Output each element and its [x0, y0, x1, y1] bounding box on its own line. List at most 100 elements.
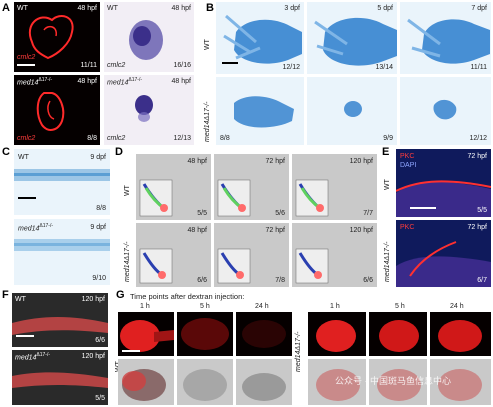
b-t2-stage: 5 dpf	[377, 5, 393, 12]
b-row-label-wt: WT	[204, 39, 211, 50]
e-row-label-wt: WT	[384, 179, 391, 190]
a-tr-genotype: WT	[107, 5, 118, 12]
e-top-stage: 72 hpf	[467, 153, 487, 160]
b-t3-count: 11/11	[470, 64, 487, 71]
dextran-fluor-mutant-image	[316, 320, 356, 352]
ear-inset-mutant-image-3	[295, 248, 329, 284]
panel-b-wt-7dpf: 7 dpf 11/11	[400, 2, 491, 74]
g-wt-time-3: 24 h	[255, 303, 269, 310]
b-t2-count: 13/14	[375, 64, 393, 71]
dextran-fluor-mutant-image-3	[438, 320, 482, 352]
e-bottom-marker: PKC	[400, 224, 415, 231]
d-row-label-mutant: med14Δ17-/-	[124, 241, 131, 283]
panel-b-mutant-7dpf: 12/12	[400, 77, 491, 145]
cartilage-stain-image	[223, 14, 302, 64]
g-wt-24h-fluor	[236, 312, 292, 356]
vascular-fluorescence-mutant-image	[12, 372, 108, 388]
heart-insitu-image	[129, 20, 163, 60]
dextran-bright-image-3	[242, 373, 286, 401]
g-mut-5h-bright	[369, 359, 427, 405]
panel-letter-b: B	[206, 2, 214, 14]
a-br-stage: 48 hpf	[171, 78, 191, 85]
c-scale-bar	[18, 197, 36, 199]
e-bottom-stage: 72 hpf	[467, 224, 487, 231]
panel-letter-c: C	[2, 146, 10, 158]
a-br-count: 12/13	[173, 135, 191, 142]
e-top-stain: DAPI	[400, 162, 417, 169]
notochord-stain-image	[14, 169, 110, 181]
panel-d-mutant-48hpf: 48 hpf 6/6	[136, 223, 211, 287]
dextran-bright-mutant-image-3	[438, 369, 482, 401]
panel-b-mutant-5dpf: 9/9	[307, 77, 397, 145]
ear-inset-mutant-image	[139, 248, 173, 284]
g-wt-5h-bright	[177, 359, 233, 405]
a-scale-bar	[17, 64, 35, 66]
panel-letter-g: G	[116, 289, 125, 301]
f-top-stage: 120 hpf	[81, 296, 105, 303]
a-br-marker: cmlc2	[107, 135, 126, 142]
g-wt-5h-fluor	[177, 312, 233, 356]
panel-letter-d: D	[115, 146, 123, 158]
a-br-genotype: med14Δ17-/-	[107, 77, 143, 87]
a-tl-count: 11/11	[80, 62, 97, 69]
panel-d-wt-72hpf: 72 hpf 5/6	[214, 154, 289, 220]
c-top-count: 8/8	[96, 205, 106, 212]
d-t2-count: 5/6	[275, 210, 285, 217]
notochord-stain-mutant-image	[14, 239, 110, 251]
dextran-fluor-image	[120, 320, 174, 352]
panel-a-mutant-fluorescence: med14Δ17-/- 48 hpf cmlc2 8/8	[14, 75, 100, 145]
d-b2-stage: 72 hpf	[265, 227, 285, 234]
b-b2-count: 9/9	[383, 135, 393, 142]
panel-letter-a: A	[2, 2, 10, 14]
panel-e-wt: PKC DAPI 72 hpf 5/5	[396, 149, 491, 217]
cartilage-stain-image-3	[407, 18, 490, 64]
b-b3-count: 12/12	[469, 135, 487, 142]
e-top-marker: PKC	[400, 153, 415, 160]
f-bottom-stage: 120 hpf	[81, 353, 105, 360]
cartilage-stain-image-2	[314, 17, 397, 66]
a-tr-count: 16/16	[173, 62, 191, 69]
f-bottom-genotype: med14Δ17-/-	[15, 352, 51, 362]
d-b2-count: 7/8	[275, 277, 285, 284]
panel-a-wt-fluorescence: WT 48 hpf cmlc2 11/11	[14, 2, 100, 72]
dextran-fluor-image-2	[181, 318, 229, 350]
b-b1-count: 8/8	[220, 135, 230, 142]
cartilage-stain-mutant-image-2	[344, 101, 362, 117]
g-wt-1h-fluor	[118, 312, 174, 356]
panel-b-wt-5dpf: 5 dpf 13/14	[307, 2, 397, 74]
e-scale-bar	[410, 207, 436, 209]
e-top-count: 5/5	[477, 207, 487, 214]
g-mut-time-3: 24 h	[450, 303, 464, 310]
dextran-fluor-mutant-image-2	[379, 320, 419, 352]
dextran-bright-image-2	[183, 369, 227, 401]
g-mut-1h-fluor	[308, 312, 366, 356]
f-top-genotype: WT	[15, 296, 26, 303]
panel-b-wt-3dpf: 3 dpf 12/12	[216, 2, 304, 74]
pkc-dapi-mutant-image	[396, 241, 491, 287]
heart-insitu-mutant-image	[135, 95, 153, 122]
a-tr-marker: cmlc2	[107, 62, 126, 69]
dextran-bright-mutant-image	[316, 369, 360, 401]
b-t3-stage: 7 dpf	[471, 5, 487, 12]
b-t1-count: 12/12	[282, 64, 300, 71]
dextran-bright-image	[122, 369, 166, 401]
f-scale-bar	[16, 335, 34, 337]
vascular-fluorescence-image	[12, 317, 108, 335]
d-t3-stage: 120 hpf	[349, 158, 373, 165]
g-wt-time-1: 1 h	[140, 303, 150, 310]
a-tl-genotype: WT	[17, 5, 28, 12]
b-row-label-mutant: med14Δ17-/-	[204, 101, 211, 143]
g-wt-1h-bright	[118, 359, 174, 405]
dextran-fluor-image-3	[242, 320, 286, 348]
panel-d-mutant-120hpf: 120 hpf 6/6	[292, 223, 377, 287]
ear-inset-mutant-image-2	[217, 248, 251, 284]
c-bottom-genotype: med14Δ17-/-	[18, 223, 54, 233]
b-scale-bar	[222, 62, 238, 64]
b-t1-stage: 3 dpf	[284, 5, 300, 12]
g-mut-label: med14Δ17-/-	[295, 331, 302, 373]
a-bl-count: 8/8	[87, 135, 97, 142]
panel-c-mutant: med14Δ17-/- 9 dpf 9/10	[14, 219, 110, 285]
g-scale-bar	[122, 350, 140, 352]
d-t2-stage: 72 hpf	[265, 158, 285, 165]
g-mut-24h-bright	[430, 359, 491, 405]
